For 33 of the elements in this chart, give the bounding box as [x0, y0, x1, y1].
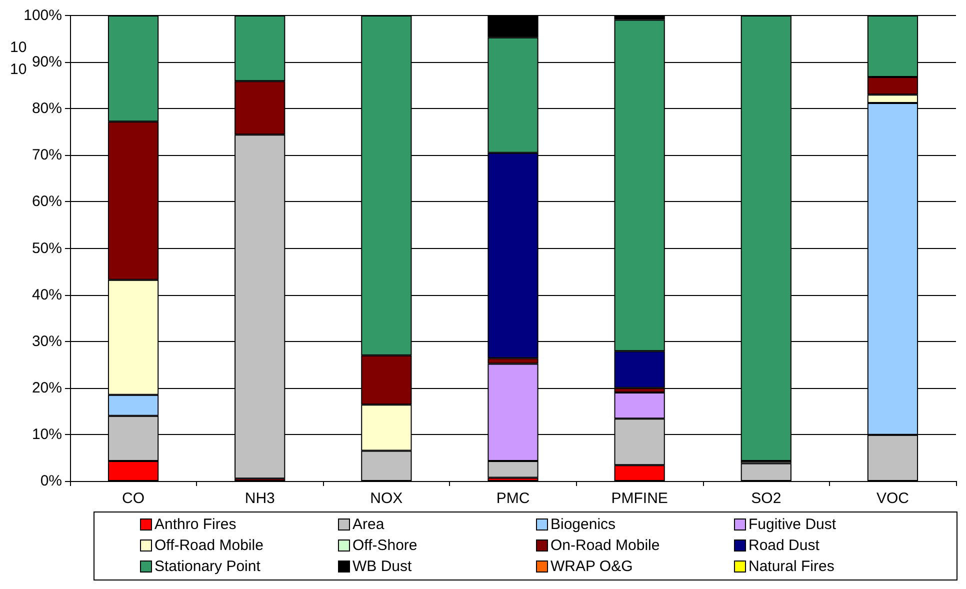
x-tick-label: VOC [876, 490, 910, 507]
y-tick-label: 30% [32, 332, 62, 350]
legend-label: Stationary Point [154, 558, 262, 575]
y-tick-label: 0% [40, 472, 62, 490]
y-tick-label: 40% [32, 286, 62, 304]
y-tick-label: 60% [32, 193, 62, 210]
legend-label: Biogenics [550, 516, 616, 533]
x-tick-label: NOX [370, 490, 403, 507]
x-tick-label: NH3 [244, 490, 275, 507]
y-tick-label: 90% [32, 54, 62, 71]
y-tick-label: 10% [32, 426, 62, 443]
legend-label: On-Road Mobile [550, 537, 660, 554]
legend-label: Off-Road Mobile [154, 537, 264, 554]
legend-label: Natural Fires [748, 558, 834, 575]
x-tick-label: PMFINE [611, 490, 668, 507]
legend-label: Area [352, 516, 385, 533]
text: 10 [10, 61, 27, 78]
y-tick-label: 100% [24, 7, 62, 24]
legend-label: Road Dust [748, 537, 820, 554]
y-tick-label: 80% [32, 100, 62, 118]
bar [740, 463, 792, 481]
legend-label: Fugitive Dust [748, 516, 837, 533]
legend-label: WRAP O&G [550, 558, 633, 575]
x-tick-label: PMC [496, 490, 530, 507]
text: 10 [10, 39, 27, 56]
legend-label: Off-Shore [352, 537, 418, 554]
y-tick-label: 20% [32, 379, 62, 396]
y-tick-label: 50% [32, 240, 62, 257]
legend-label: WB Dust [352, 558, 413, 575]
x-tick-label: CO [122, 490, 145, 507]
y-tick-label: 70% [32, 146, 62, 164]
x-tick-label: SO2 [751, 490, 782, 507]
legend-label: Anthro Fires [154, 516, 236, 533]
